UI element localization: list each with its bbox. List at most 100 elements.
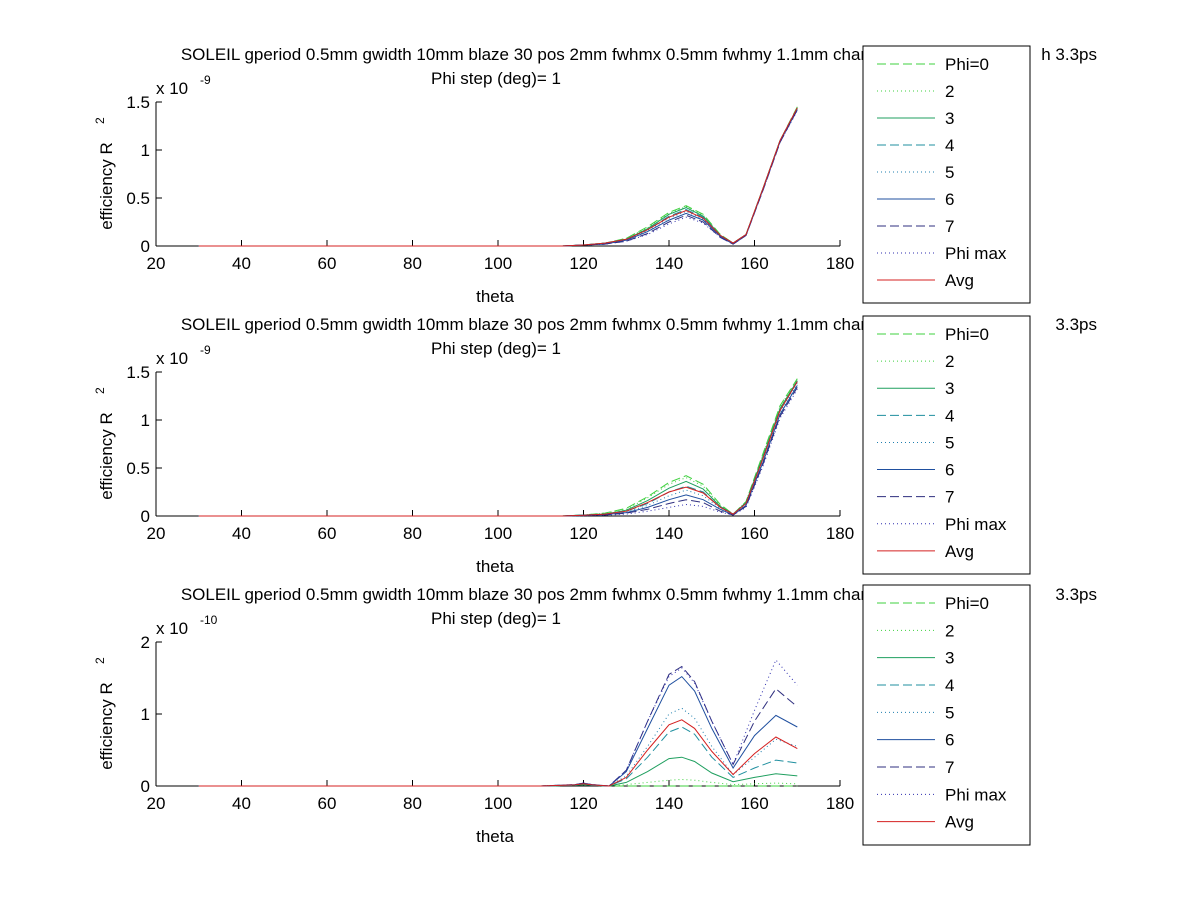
- y-tick-label: 0: [141, 777, 150, 796]
- legend-entry-label: 5: [945, 433, 954, 452]
- x-tick-label: 120: [569, 524, 597, 543]
- legend: Phi=0 2 3 4 5 6 7 Phi max Avg: [862, 45, 1031, 304]
- y-tick-label: 0.5: [126, 459, 150, 478]
- chart-subtitle: Phi step (deg)= 1: [431, 339, 561, 358]
- series-line-4: [198, 381, 798, 517]
- legend-entry-label: 2: [945, 352, 954, 371]
- y-tick-label: 1.5: [126, 93, 150, 112]
- series-lines: [198, 106, 798, 247]
- legend-entry-label: Phi max: [945, 244, 1007, 263]
- y-exponent-label: x 10: [156, 349, 188, 368]
- legend-entry-label: 5: [945, 163, 954, 182]
- x-tick-label: 80: [403, 794, 422, 813]
- legend-box: [862, 584, 1031, 846]
- chart-title: SOLEIL gperiod 0.5mm gwidth 10mm blaze 3…: [181, 45, 899, 64]
- chart-subtitle: Phi step (deg)= 1: [431, 69, 561, 88]
- y-tick-label: 1: [141, 705, 150, 724]
- series-line-4: [198, 726, 798, 787]
- x-tick-label: 160: [740, 794, 768, 813]
- y-tick-label: 0: [141, 237, 150, 256]
- y-tick-label: 1.5: [126, 363, 150, 382]
- legend-box: [862, 315, 1031, 575]
- series-line-9: [198, 381, 798, 517]
- x-tick-label: 180: [826, 524, 854, 543]
- y-axis-label: efficiency R: [97, 142, 116, 230]
- chart-subtitle: Phi step (deg)= 1: [431, 609, 561, 628]
- chart-title-tail: h 3.3ps: [1041, 45, 1097, 64]
- series-line-1: [198, 378, 798, 517]
- x-axis-label: theta: [476, 287, 514, 306]
- x-tick-label: 120: [569, 254, 597, 273]
- legend-box: [862, 45, 1031, 304]
- series-line-9: [198, 719, 798, 787]
- series-line-9: [198, 107, 798, 247]
- chart-title: SOLEIL gperiod 0.5mm gwidth 10mm blaze 3…: [181, 585, 899, 604]
- y-axis-label-group: efficiency R 2: [93, 657, 116, 770]
- x-tick-label: 100: [484, 794, 512, 813]
- legend-entry-label: 4: [945, 676, 954, 695]
- series-line-4: [198, 108, 798, 247]
- legend-entry-label: 3: [945, 109, 954, 128]
- x-tick-label: 80: [403, 254, 422, 273]
- x-tick-label: 20: [147, 254, 166, 273]
- legend-entry-label: 4: [945, 136, 954, 155]
- series-line-3: [198, 380, 798, 517]
- legend-entry-label: 3: [945, 379, 954, 398]
- chart-panel-1: SOLEIL gperiod 0.5mm gwidth 10mm blaze 3…: [93, 45, 1097, 306]
- series-lines: [198, 378, 798, 517]
- legend-entry-label: 5: [945, 703, 954, 722]
- y-axis-label-superscript: 2: [93, 387, 107, 394]
- series-line-3: [198, 107, 798, 247]
- y-axis-label-superscript: 2: [93, 117, 107, 124]
- x-axis-label: theta: [476, 557, 514, 576]
- legend-entry-label: Phi=0: [945, 325, 989, 344]
- legend-entry-label: Phi=0: [945, 55, 989, 74]
- x-tick-label: 140: [655, 524, 683, 543]
- legend-entry-label: 4: [945, 406, 954, 425]
- x-tick-label: 160: [740, 524, 768, 543]
- series-line-6: [198, 109, 798, 247]
- legend-entry-label: Phi=0: [945, 594, 989, 613]
- chart-title-tail: 3.3ps: [1055, 585, 1097, 604]
- y-tick-label: 1: [141, 411, 150, 430]
- series-lines: [198, 659, 798, 787]
- legend-entry-label: 7: [945, 217, 954, 236]
- legend-entry-label: 3: [945, 649, 954, 668]
- chart-title: SOLEIL gperiod 0.5mm gwidth 10mm blaze 3…: [181, 315, 899, 334]
- chart-panel-3: SOLEIL gperiod 0.5mm gwidth 10mm blaze 3…: [93, 584, 1097, 846]
- y-tick-label: 0.5: [126, 189, 150, 208]
- x-tick-label: 140: [655, 794, 683, 813]
- legend: Phi=0 2 3 4 5 6 7 Phi max Avg: [862, 584, 1031, 846]
- y-axis-label: efficiency R: [97, 412, 116, 500]
- series-line-1: [198, 106, 798, 247]
- legend-entry-label: 7: [945, 758, 954, 777]
- x-tick-label: 160: [740, 254, 768, 273]
- x-tick-label: 180: [826, 254, 854, 273]
- axes: 20 40 60 80 100 120 140 160 180 0 0.5 1 1.5 x 10 -9 the…: [93, 343, 854, 576]
- legend-entry-label: 2: [945, 82, 954, 101]
- x-tick-label: 60: [318, 524, 337, 543]
- legend-entry-label: 6: [945, 461, 954, 480]
- x-axis-label: theta: [476, 827, 514, 846]
- axes: 20 40 60 80 100 120 140 160 180 0 1 2 x 10 -10 theta ef…: [93, 613, 854, 846]
- series-line-7: [198, 665, 798, 787]
- series-line-5: [198, 383, 798, 517]
- y-exponent-label: x 10: [156, 79, 188, 98]
- y-exponent-power: -10: [200, 613, 218, 627]
- y-axis-label: efficiency R: [97, 682, 116, 770]
- x-tick-label: 40: [232, 524, 251, 543]
- y-exponent-power: -9: [200, 73, 211, 87]
- x-tick-label: 140: [655, 254, 683, 273]
- legend-entry-label: 7: [945, 488, 954, 507]
- series-line-8: [198, 389, 798, 517]
- x-tick-label: 100: [484, 254, 512, 273]
- x-tick-label: 20: [147, 794, 166, 813]
- y-tick-label: 2: [141, 633, 150, 652]
- legend-entry-label: 6: [945, 190, 954, 209]
- series-line-7: [198, 109, 798, 247]
- x-tick-label: 40: [232, 254, 251, 273]
- x-tick-label: 60: [318, 254, 337, 273]
- legend-entry-label: Avg: [945, 542, 974, 561]
- x-tick-label: 80: [403, 524, 422, 543]
